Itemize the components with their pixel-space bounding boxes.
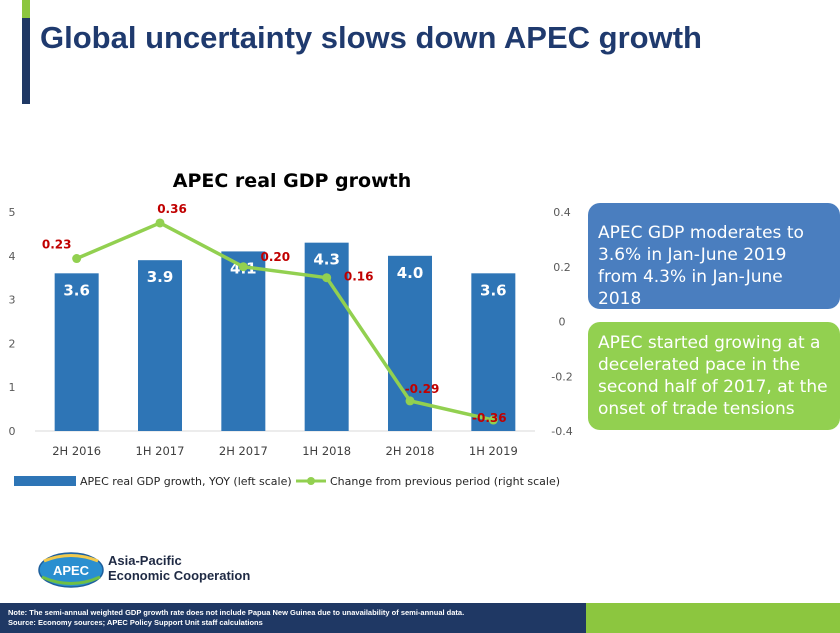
gdp-bar	[221, 251, 266, 431]
change-point-label: 0.20	[261, 250, 291, 264]
legend-line-label: Change from previous period (right scale…	[330, 475, 560, 488]
change-point-label: 0.16	[344, 270, 374, 284]
y-right-tick-label: -0.4	[551, 425, 572, 438]
change-point-label: -0.36	[472, 411, 507, 425]
logo-line-2: Economic Cooperation	[108, 568, 251, 583]
change-point-label: 0.36	[157, 202, 187, 216]
x-tick-label: 1H 2018	[302, 444, 351, 458]
change-point	[72, 254, 82, 264]
gdp-bar	[138, 260, 182, 431]
footer-accent-green	[586, 603, 840, 633]
gdp-bar	[54, 273, 99, 431]
callout-gdp-moderates: APEC GDP moderates to 3.6% in Jan-June 2…	[588, 203, 840, 309]
change-point-label: -0.29	[405, 382, 440, 396]
chart-title: APEC real GDP growth	[173, 170, 411, 192]
change-point-label: 0.23	[42, 238, 72, 252]
apec-logo: APEC Asia-Pacific Economic Cooperation	[38, 550, 278, 590]
change-point	[155, 218, 165, 228]
title-accent-navy	[22, 18, 30, 104]
legend-bar-swatch	[14, 476, 76, 486]
change-point	[322, 273, 332, 283]
change-point	[405, 396, 415, 406]
apec-globe-icon: APEC	[38, 552, 104, 588]
y-left-tick-label: 1	[9, 381, 16, 394]
x-tick-label: 1H 2019	[469, 444, 518, 458]
slide-title: Global uncertainty slows down APEC growt…	[40, 20, 702, 55]
y-left-tick-label: 3	[9, 294, 16, 307]
gdp-bar	[304, 242, 349, 431]
gdp-bar-label: 4.3	[313, 251, 340, 269]
y-left-tick-label: 5	[9, 206, 16, 219]
y-right-tick-label: -0.2	[551, 370, 572, 383]
footer-note: Note: The semi-annual weighted GDP growt…	[8, 608, 465, 617]
y-right-tick-label: 0.4	[553, 206, 571, 219]
x-tick-label: 2H 2016	[52, 444, 101, 458]
y-right-tick-label: 0.2	[553, 261, 571, 274]
gdp-bar-label: 3.6	[63, 281, 90, 299]
logo-line-1: Asia-Pacific	[108, 553, 182, 568]
change-point	[238, 262, 248, 272]
footer-notes: Note: The semi-annual weighted GDP growt…	[0, 603, 586, 633]
y-left-tick-label: 2	[9, 337, 16, 350]
y-left-tick-label: 0	[9, 425, 16, 438]
x-tick-label: 1H 2017	[136, 444, 185, 458]
gdp-bar-label: 4.0	[397, 264, 424, 282]
change-line	[75, 221, 494, 422]
gdp-bar-label: 3.6	[480, 281, 507, 299]
legend-bar-label: APEC real GDP growth, YOY (left scale)	[80, 475, 292, 488]
x-tick-label: 2H 2018	[386, 444, 435, 458]
x-tick-label: 2H 2017	[219, 444, 268, 458]
footer-source: Source: Economy sources; APEC Policy Sup…	[8, 618, 263, 627]
logo-mark-text: APEC	[53, 563, 90, 578]
title-accent-green	[22, 0, 30, 18]
gdp-bar	[471, 273, 516, 431]
change-point	[488, 415, 498, 425]
callout-decelerated-growth: APEC started growing at a decelerated pa…	[588, 322, 840, 430]
y-right-tick-label: 0	[559, 316, 566, 329]
legend-line-marker	[307, 477, 315, 485]
y-left-tick-label: 4	[9, 250, 16, 263]
gdp-bar-label: 3.9	[147, 268, 174, 286]
